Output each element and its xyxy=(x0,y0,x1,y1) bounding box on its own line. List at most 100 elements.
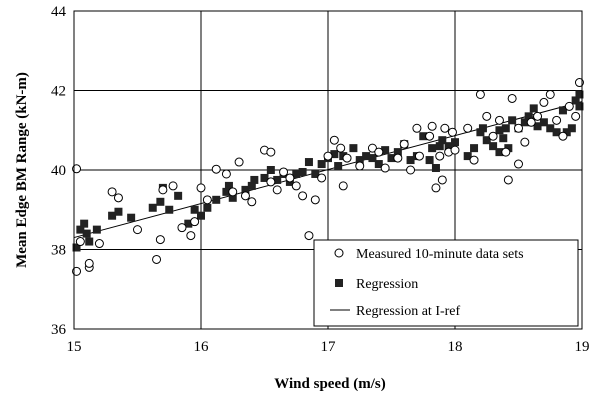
regression-point xyxy=(355,156,364,165)
measured-point xyxy=(435,151,445,161)
plot-frame xyxy=(73,10,583,330)
measured-point xyxy=(94,239,104,249)
regression-point xyxy=(76,225,85,234)
regression-point xyxy=(247,181,256,190)
legend-regression-label: Regression xyxy=(356,277,418,292)
regression-point xyxy=(431,164,440,173)
regression-point xyxy=(250,175,259,184)
regression-point xyxy=(114,207,123,216)
measured-point xyxy=(564,101,574,111)
legend: Measured 10-minute data sets Regression … xyxy=(313,239,579,327)
measured-point xyxy=(488,131,498,141)
regression-point xyxy=(224,181,233,190)
measured-point xyxy=(177,223,187,233)
regression-point xyxy=(387,154,396,163)
regression-point xyxy=(529,104,538,113)
regression-point xyxy=(349,144,358,153)
x-tick-label: 16 xyxy=(194,339,210,355)
measured-point xyxy=(186,231,196,241)
regression-point xyxy=(85,237,94,246)
regression-point xyxy=(520,118,529,127)
regression-point xyxy=(524,112,533,121)
measured-point xyxy=(463,123,473,133)
measured-point xyxy=(247,197,257,207)
measured-point xyxy=(552,115,562,125)
measured-point xyxy=(380,163,390,173)
regression-point xyxy=(273,175,282,184)
measured-point xyxy=(425,131,435,141)
measured-point xyxy=(431,183,441,193)
regression-point xyxy=(108,211,117,220)
y-tick-label: 40 xyxy=(51,163,66,179)
regression-point xyxy=(241,185,250,194)
regression-point xyxy=(298,167,307,176)
measured-point xyxy=(545,89,555,99)
measured-point xyxy=(196,183,206,193)
regression-point xyxy=(470,144,479,153)
regression-point xyxy=(489,142,498,151)
y-tick-label: 36 xyxy=(51,322,67,338)
measured-point xyxy=(494,115,504,125)
regression-point xyxy=(381,146,390,155)
measured-point xyxy=(323,151,333,161)
regression-point xyxy=(428,144,437,153)
measured-point xyxy=(514,159,523,169)
regression-point xyxy=(266,166,275,174)
regression-point xyxy=(571,96,580,105)
x-tick-label: 18 xyxy=(448,339,463,355)
measured-point xyxy=(221,169,231,179)
regression-point xyxy=(419,132,428,141)
regression-point xyxy=(567,124,576,133)
measured-point xyxy=(412,123,422,133)
measured-point xyxy=(338,181,348,191)
regression-point xyxy=(438,136,447,145)
measured-point xyxy=(107,187,117,197)
measured-point xyxy=(355,161,365,171)
measured-point xyxy=(272,185,282,195)
regression-point xyxy=(562,128,571,137)
regression-line-layer xyxy=(73,101,583,239)
measured-point xyxy=(310,195,320,205)
measured-point xyxy=(440,123,450,133)
regression-point xyxy=(552,128,561,137)
regression-point xyxy=(508,116,517,125)
regression-line xyxy=(73,101,583,239)
measured-point xyxy=(202,195,212,205)
measured-point xyxy=(190,217,200,227)
measured-point xyxy=(503,175,513,185)
measured-point xyxy=(447,127,457,137)
measured-point xyxy=(336,143,346,153)
measured-point xyxy=(406,165,416,175)
measured-point xyxy=(168,181,178,191)
regression-point xyxy=(393,148,402,157)
measured-point xyxy=(414,151,424,161)
regression-point xyxy=(203,203,212,212)
regression-point xyxy=(80,219,89,228)
regression-point xyxy=(435,142,444,151)
regression-point xyxy=(174,191,183,200)
measured-point xyxy=(571,111,581,121)
tick-labels: 15 16 17 18 19 36 38 40 42 44 xyxy=(51,4,590,355)
measured-point xyxy=(329,135,339,145)
measured-point xyxy=(574,78,584,88)
measured-point xyxy=(450,145,460,155)
x-tick-label: 15 xyxy=(67,339,82,355)
x-axis-label: Wind speed (m/s) xyxy=(274,376,385,392)
regression-point xyxy=(82,229,91,238)
measured-point xyxy=(72,164,82,174)
measured-point xyxy=(279,167,289,177)
measured-point xyxy=(152,254,162,264)
regression-point xyxy=(575,90,584,99)
regression-point xyxy=(330,150,339,159)
measured-point xyxy=(304,231,314,241)
legend-regression-marker xyxy=(335,279,343,287)
regression-point xyxy=(463,152,472,161)
measured-point xyxy=(234,157,244,167)
legend-regression-line-label: Regression at I-ref xyxy=(356,304,461,319)
regression-point xyxy=(156,197,165,206)
measured-point xyxy=(291,181,301,191)
measured-point xyxy=(155,235,165,245)
measured-point xyxy=(482,111,492,121)
measured-point xyxy=(266,147,276,157)
regression-point xyxy=(304,158,313,167)
